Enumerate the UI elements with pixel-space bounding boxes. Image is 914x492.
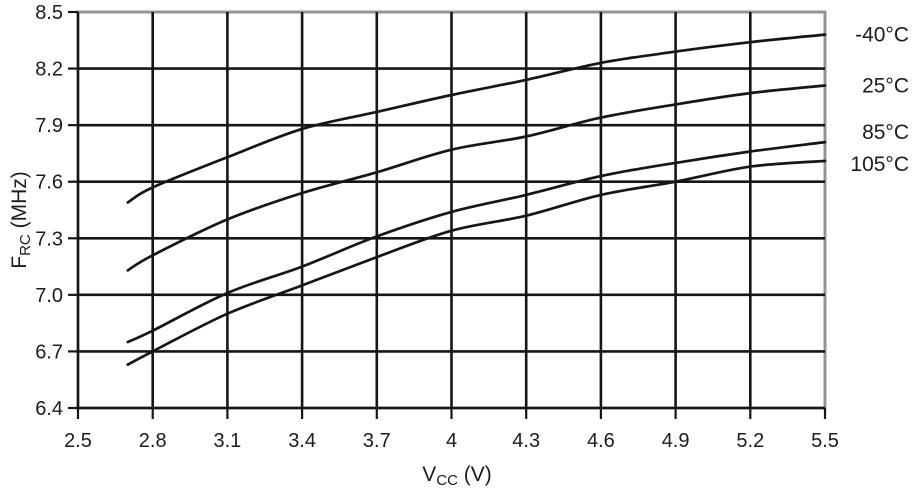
- x-tick-label: 4.3: [512, 430, 540, 452]
- x-tick-label: 4.9: [662, 430, 690, 452]
- y-tick-label: 8.2: [35, 59, 63, 81]
- x-tick-label: 4.6: [587, 430, 615, 452]
- y-tick-label: 6.4: [35, 398, 63, 420]
- x-tick-label: 4: [446, 430, 457, 452]
- x-tick-label: 3.7: [363, 430, 391, 452]
- y-tick-label: 8.5: [35, 2, 63, 24]
- y-tick-label: 7.9: [35, 115, 63, 137]
- y-tick-label: 7.3: [35, 228, 63, 250]
- x-tick-label: 2.5: [64, 430, 92, 452]
- x-tick-label: 5.5: [811, 430, 839, 452]
- x-tick-label: 5.2: [736, 430, 764, 452]
- series-line-1: [126, 84, 827, 272]
- series-label: 25°C: [862, 75, 909, 98]
- x-tick-label: 3.4: [288, 430, 316, 452]
- series-line-0: [126, 33, 827, 204]
- series-label: 105°C: [850, 153, 909, 176]
- y-tick-label: 7.0: [35, 285, 63, 307]
- series-label: 85°C: [862, 121, 909, 144]
- y-tick-label: 6.7: [35, 341, 63, 363]
- series-line-3: [126, 159, 827, 366]
- y-axis-title: FRC (MHz): [8, 171, 34, 268]
- series-label: -40°C: [855, 24, 909, 47]
- x-axis-title: VCC (V): [422, 463, 492, 489]
- y-tick-label: 7.6: [35, 172, 63, 194]
- series-line-2: [126, 140, 827, 344]
- x-tick-label: 2.8: [139, 430, 167, 452]
- x-tick-label: 3.1: [213, 430, 241, 452]
